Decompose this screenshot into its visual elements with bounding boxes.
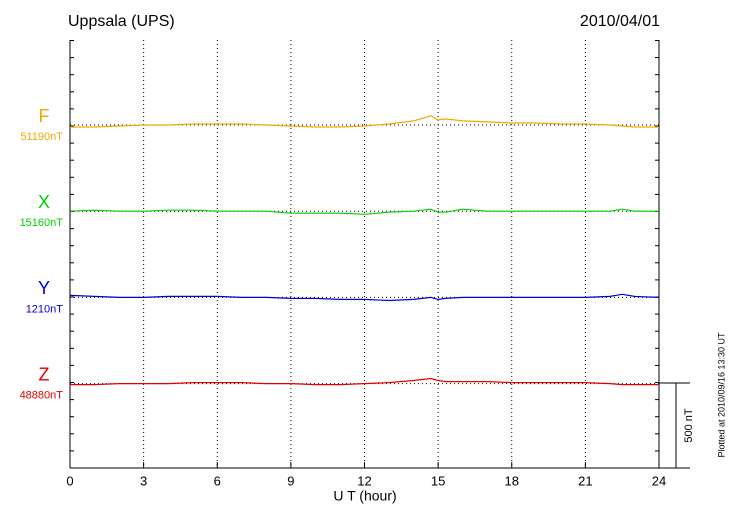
baseline-label: 48880nT [20, 390, 64, 402]
series-name: X [38, 192, 50, 212]
x-tick-label: 12 [357, 473, 371, 488]
series-name: Y [38, 278, 50, 298]
x-tick-label: 3 [140, 473, 147, 488]
chart-date: 2010/04/01 [580, 13, 660, 30]
series-name: F [39, 106, 50, 126]
x-tick-label: 9 [287, 473, 294, 488]
series-line [70, 115, 659, 128]
x-tick-label: 15 [431, 473, 445, 488]
series-line [70, 377, 659, 386]
plot-note: Plotted at 2010/09/16 13:30 UT [716, 332, 726, 458]
x-tick-label: 24 [652, 473, 666, 488]
x-axis-label: U T (hour) [333, 488, 396, 504]
chart-title: Uppsala (UPS) [68, 13, 175, 30]
series-line [69, 208, 659, 215]
scale-label: 500 nT [683, 408, 695, 443]
x-tick-label: 0 [66, 473, 73, 488]
baseline-label: 15160nT [20, 217, 64, 229]
x-tick-label: 6 [214, 473, 221, 488]
baseline-label: 51190nT [20, 131, 63, 143]
baseline-label: 1210nT [26, 303, 64, 315]
series-line [69, 293, 660, 302]
x-tick-label: 18 [505, 473, 519, 488]
x-tick-label: 21 [578, 473, 592, 488]
series-name: Z [39, 364, 50, 384]
